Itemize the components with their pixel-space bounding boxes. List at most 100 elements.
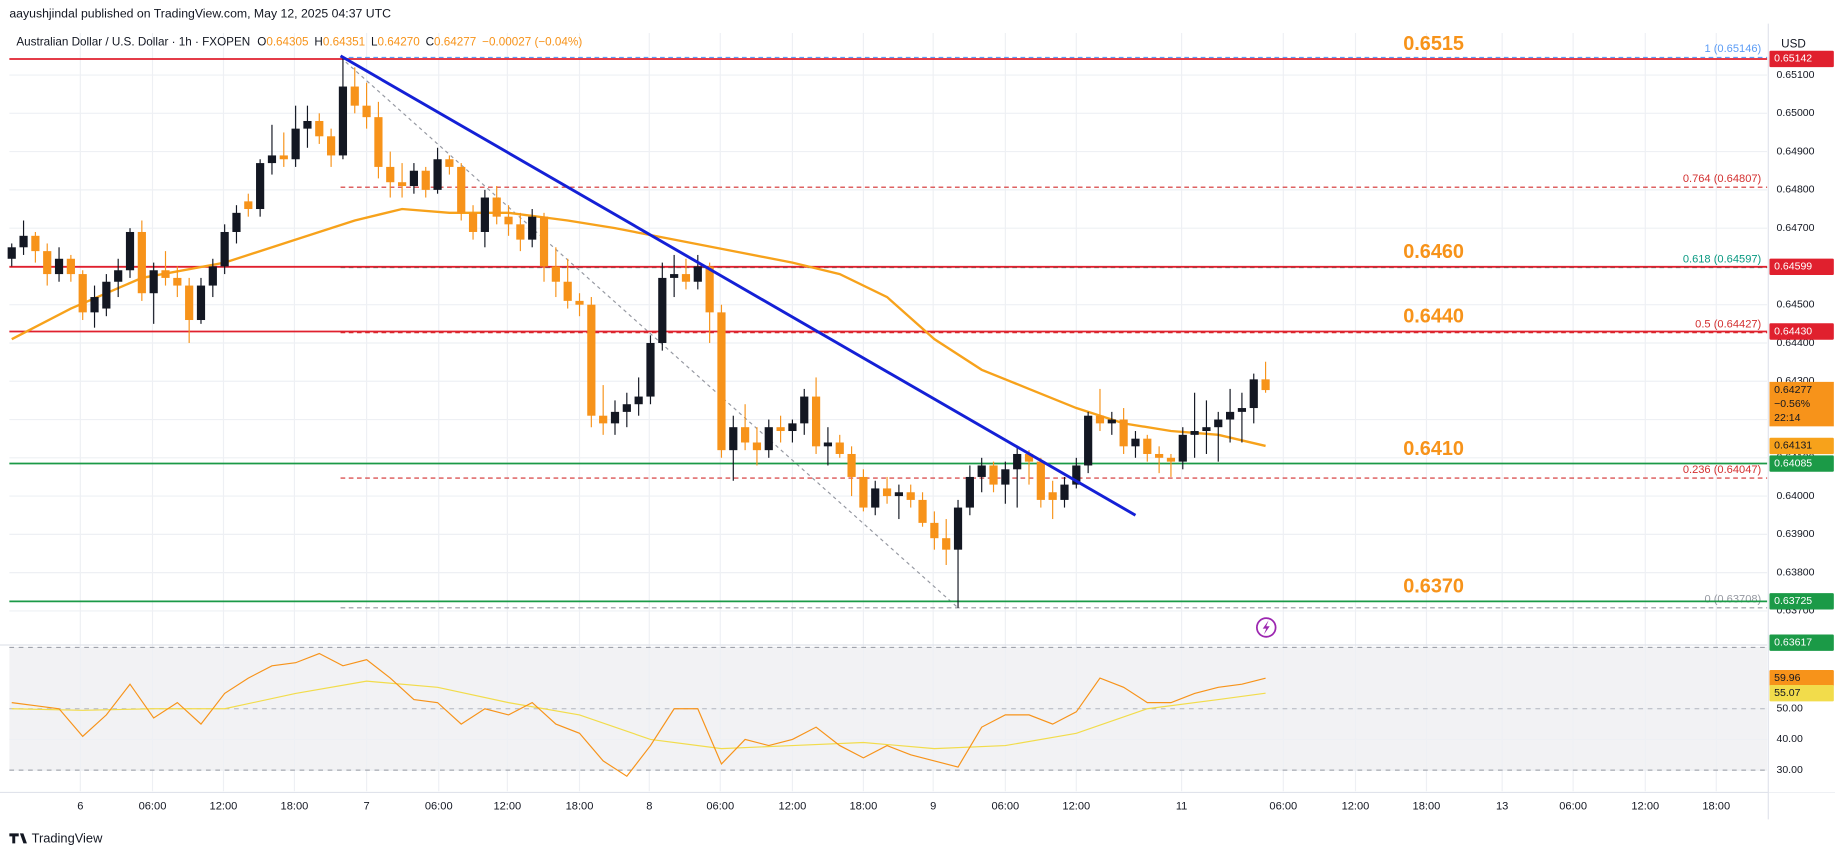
candle-body (492, 197, 501, 217)
price-label-bg (1769, 634, 1834, 651)
x-tick-label: 06:00 (1269, 800, 1297, 812)
x-tick-label: 18:00 (566, 800, 594, 812)
candle-body (125, 231, 135, 271)
candle-body (362, 105, 371, 118)
x-tick-label: 12:00 (779, 800, 807, 812)
candle-body (208, 266, 217, 286)
x-tick-label: 7 (363, 800, 369, 812)
candle-body (161, 270, 170, 278)
candle-body (977, 465, 986, 477)
rsi-value-label-bg (1769, 670, 1834, 687)
candle-body (350, 86, 359, 106)
x-tick-label: 12:00 (210, 800, 238, 812)
icon-circle (1256, 617, 1277, 638)
symbol-title: Australian Dollar / U.S. Dollar · 1h · F… (16, 35, 250, 48)
candle-body (386, 166, 395, 183)
level-price-label: 0.63725 (1774, 595, 1812, 607)
x-tick-label: 8 (646, 800, 652, 812)
level-label: 0.6515 (1403, 33, 1464, 55)
candle-body (256, 163, 265, 210)
candle-body (1095, 415, 1105, 424)
x-tick-label: 12:00 (1631, 800, 1659, 812)
candle-body (587, 304, 596, 416)
candle-body (610, 411, 620, 424)
candle-body (729, 427, 738, 451)
candle-body (741, 427, 750, 443)
candle-body (930, 522, 939, 539)
candle-body (78, 274, 87, 313)
candle-body (1131, 438, 1140, 447)
x-tick-label: 6 (77, 800, 83, 812)
candle-body (19, 235, 28, 248)
candle-body (433, 159, 442, 190)
candle-body (670, 274, 679, 278)
level-price-label: 0.65142 (1774, 53, 1812, 65)
candle-body (906, 492, 915, 500)
candle-body (1048, 492, 1057, 500)
level-price-label: 0.64599 (1774, 261, 1812, 273)
candle-body (291, 128, 300, 160)
candle-body (7, 247, 16, 259)
candle-body (137, 231, 146, 294)
level-price-label-bg (1769, 455, 1834, 472)
x-tick-label: 06:00 (139, 800, 167, 812)
candle-body (114, 270, 123, 282)
x-tick-label: 18:00 (849, 800, 877, 812)
candle-body (267, 155, 277, 164)
currency: USD (1781, 38, 1806, 51)
ohlc-value: 0.64277 (434, 35, 476, 48)
level-label: 0.6460 (1403, 241, 1464, 263)
y-tick-label: 0.64500 (1776, 298, 1814, 310)
y-tick-label: 0.63800 (1776, 566, 1814, 578)
candle-body (693, 266, 702, 282)
candle-body (66, 258, 75, 275)
candle-body (752, 442, 762, 451)
candle-body (1072, 465, 1081, 485)
candle-body (1119, 419, 1128, 447)
x-tick-label: 06:00 (1559, 800, 1587, 812)
y-tick-label: 0.65100 (1776, 69, 1814, 81)
candle-body (1143, 438, 1152, 454)
candle-body (1013, 453, 1022, 470)
candle-body (965, 476, 974, 508)
candle-body (776, 427, 785, 432)
rsi-ma-value-label: 55.07 (1774, 687, 1800, 699)
y-tick-label: 0.65000 (1776, 107, 1814, 119)
candle-body (504, 216, 513, 225)
rsi-ma-value-label-bg (1769, 685, 1834, 702)
fib-label: 1 (0.65146) (1704, 43, 1761, 55)
icon-bolt (1262, 620, 1270, 635)
x-tick-label: 12:00 (1062, 800, 1090, 812)
rsi-ma-line (11, 680, 1266, 750)
candle-body (374, 117, 383, 167)
candle-body (421, 170, 430, 190)
ma-price-label: 0.64131 (1774, 440, 1812, 452)
candle-body (563, 281, 572, 301)
candle-body (942, 538, 951, 550)
candle-body (551, 266, 560, 282)
candle-body (800, 396, 809, 424)
fib-label: 0 (0.63708) (1704, 594, 1761, 606)
fib-diagonal (340, 57, 959, 609)
ohlc-value: 0.64351 (323, 35, 365, 48)
candle-body (1155, 453, 1164, 458)
y-tick-label: 0.64900 (1776, 145, 1814, 157)
lightning-icon (1256, 617, 1277, 638)
candle-body (244, 201, 253, 210)
rsi-tick-label: 40.00 (1776, 733, 1802, 745)
candle-body (1166, 457, 1176, 462)
x-tick-label: 06:00 (425, 800, 453, 812)
candle-body (397, 182, 407, 187)
candle-body (1024, 453, 1034, 462)
change: −0.00027 (−0.04%) (482, 35, 582, 48)
byline: aayushjindal published on TradingView.co… (9, 6, 391, 20)
y-tick-label: 0.64300 (1776, 375, 1814, 387)
level-price-label: 0.64085 (1774, 457, 1812, 469)
candle-body (149, 270, 158, 294)
candle-body (823, 442, 833, 447)
candle-body (681, 274, 691, 282)
brand: TradingView (32, 831, 103, 846)
candle-body (102, 281, 111, 309)
y-tick-label: 0.64000 (1776, 490, 1814, 502)
